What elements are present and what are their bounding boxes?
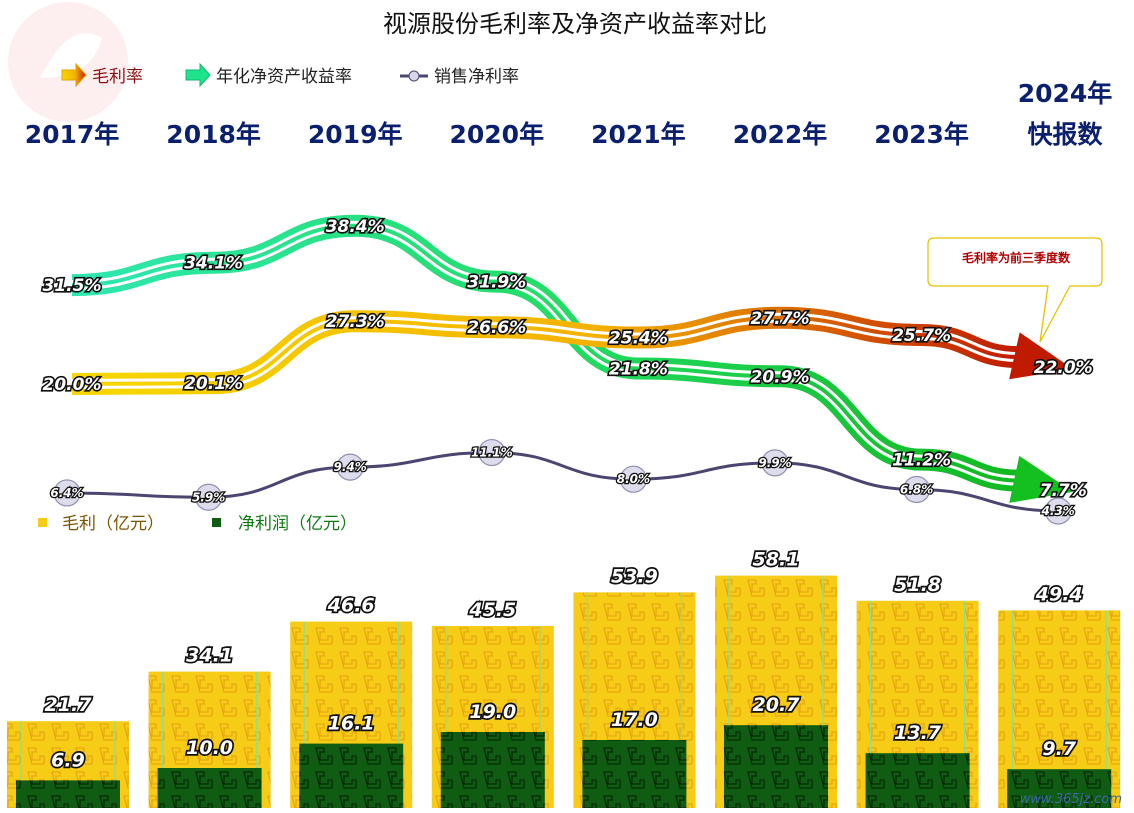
category-label: 2018年 [166,120,261,149]
net-profit-bar [157,768,262,808]
gross-margin-arrowhead [1009,332,1073,380]
net-margin-marker [1044,497,1072,525]
gross-margin-value-label: 27.3% [326,312,385,332]
net-profit-bar [299,743,404,808]
net-margin-value-label: 4.3% [1041,504,1075,518]
category-label: 2023年 [874,120,969,149]
net-margin-value-label: 9.9% [758,456,791,470]
roe-value-label: 21.8% [609,360,668,380]
net-margin-value-label: 5.9% [192,490,225,504]
net-profit-value-label: 16.1 [328,713,375,735]
net-margin-marker [336,453,364,481]
net-margin-value-label: 8.0% [617,472,650,486]
net-margin-marker [195,483,223,511]
callout-text: 毛利率为前三季度数 [962,250,1071,265]
roe-value-label: 31.9% [467,273,526,293]
roe-value-label: 31.5% [43,276,102,296]
callout: 毛利率为前三季度数 [927,237,1103,343]
net-profit-value-label: 20.7 [753,694,801,716]
net-margin-value-label: 6.4% [50,486,83,500]
net-margin-value-label: 6.8% [900,483,933,497]
gross-profit-value-label: 45.5 [468,599,516,621]
gross-margin-value-label: 27.7% [751,309,810,329]
gross-profit-value-label: 49.4 [1035,583,1083,605]
series-roe: 31.5% 34.1% 38.4% 31.9% 21.8% 20.9% 11.2% 7.7% [41,214,1088,503]
category-label: 2021年 [591,120,686,149]
net-margin-line [66,451,1059,513]
net-profit-value-label: 17.0 [611,709,658,731]
legend-roe: 年化净资产收益率 [185,62,352,88]
gross-profit-value-label: 21.7 [45,694,93,716]
gross-margin-value-label: 25.7% [892,326,951,346]
category-label: 2022年 [733,120,828,149]
legend-label: 毛利率 [92,67,143,87]
arrow-icon [61,62,87,88]
legend-label-net-profit: 净利润（亿元） [238,514,357,534]
net-profit-value-label: 9.7 [1042,738,1076,760]
legend-net-margin: 销售净利率 [400,67,519,87]
gross-margin-value-label: 25.4% [609,329,668,349]
series-gross-margin: 20.0% 20.1% 27.3% 26.6% 25.4% 27.7% 25.7% 22.0% [41,306,1094,397]
legend-label: 年化净资产收益率 [216,67,352,87]
legend-swatch-gross-profit [38,518,47,527]
net-margin-marker [619,465,648,493]
gross-profit-value-label: 34.1 [186,645,233,667]
gross-profit-value-label: 51.8 [894,574,941,596]
roe-arrowhead [1009,455,1073,503]
roe-value-label: 11.2% [892,451,951,471]
roe-value-label: 34.1% [184,254,243,274]
gross-profit-value-label: 46.6 [327,595,375,617]
gross-margin-ribbon-core [71,315,1021,386]
category-label: 2019年 [308,120,403,149]
bar-series: 21.7 34.1 46.6 45.5 53.9 58.1 51.8 49.4 6.9 10.0 1… [7,547,1121,808]
net-margin-marker [761,449,789,477]
net-profit-value-label: 6.9 [51,749,85,771]
roe-value-label: 7.7% [1040,481,1087,501]
series-net-margin: 6.4% 5.9% 9.4% 11.1% 8.0% 9.9% 6.8% 4.3% [49,438,1076,525]
gross-profit-value-label: 53.9 [611,565,658,587]
legend-label: 销售净利率 [434,67,519,87]
roe-value-label: 38.4% [326,217,385,237]
gross-profit-value-label: 58.1 [753,549,800,571]
gross-margin-value-label: 26.6% [467,318,526,338]
net-margin-value-label: 9.4% [334,460,367,474]
arrow-icon [185,62,211,88]
category-label: 快报数 [1027,120,1103,149]
callout-box [927,237,1103,343]
legend-swatch-net-profit [212,518,221,527]
net-margin-marker [902,475,931,504]
gross-margin-value-label: 22.0% [1034,358,1093,378]
net-margin-value-label: 11.1% [471,446,513,460]
legend-bars: 毛利（亿元） 净利润（亿元） [38,514,357,534]
net-profit-value-label: 13.7 [894,722,942,744]
net-profit-value-label: 19.0 [469,701,516,723]
legend-label-gross-profit: 毛利（亿元） [62,514,164,534]
legend-top: 毛利率 年化净资产收益率 销售净利率 [61,62,519,88]
net-profit-bar [582,740,687,808]
net-profit-bar [865,753,970,808]
gross-margin-value-label: 20.0% [43,375,102,395]
category-labels: 2017年 2018年 2019年 2020年 2021年 2022年 2023年 2024年… [25,79,1113,149]
legend-gross-margin: 毛利率 [61,62,143,88]
category-label: 2017年 [25,120,120,149]
roe-ribbon-core [71,223,1021,483]
chart-title: 视源股份毛利率及净资产收益率对比 [383,10,767,38]
watermark: www.365jz.com [1020,792,1122,807]
net-profit-bar [1007,769,1112,808]
marker-icon [408,70,420,82]
logo-decoration [8,2,128,122]
net-profit-bar [16,780,120,808]
roe-value-label: 20.9% [751,367,810,387]
net-profit-bar [724,725,828,808]
category-label: 2024年 [1018,79,1113,108]
gross-margin-value-label: 20.1% [184,374,243,394]
net-margin-marker [478,438,506,467]
net-profit-value-label: 10.0 [186,737,233,759]
net-profit-bar [440,732,545,808]
category-label: 2020年 [450,120,545,149]
net-margin-marker [53,479,81,507]
